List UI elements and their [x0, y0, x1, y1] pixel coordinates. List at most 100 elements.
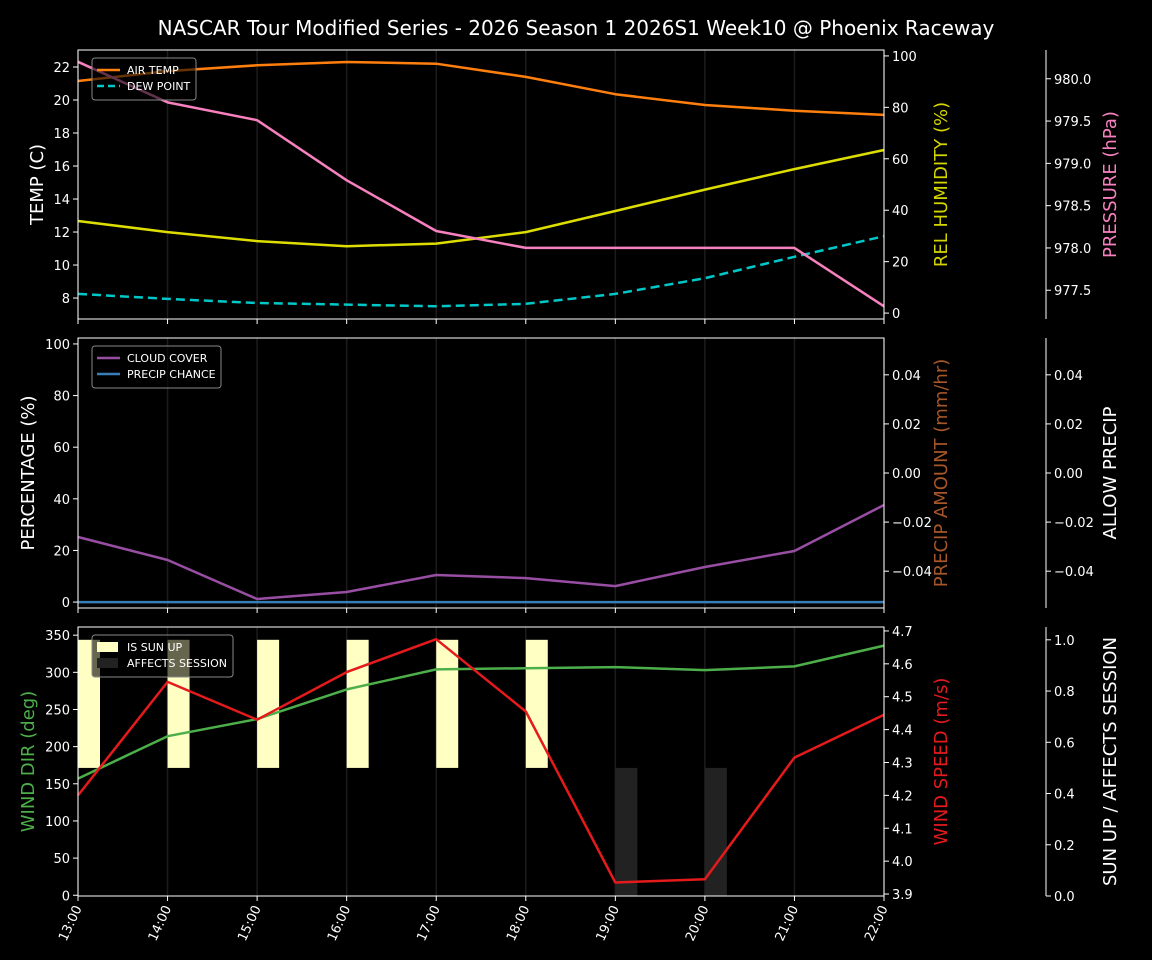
right-tick-label: 4.1 — [892, 822, 913, 837]
right2-tick-label: −0.04 — [1054, 565, 1094, 580]
right-tick-label: 4.6 — [892, 658, 913, 673]
bar-is-sun-up — [257, 639, 280, 768]
legend-label: AFFECTS SESSION — [127, 657, 227, 670]
x-tick-label: 19:00 — [594, 903, 623, 943]
left-axis-label: WIND DIR (deg) — [18, 691, 39, 833]
right2-tick-label: 0.6 — [1054, 736, 1075, 751]
right-tick-label: 20 — [892, 256, 909, 271]
right-tick-label: −0.02 — [892, 516, 932, 531]
left-tick-label: 18 — [53, 127, 70, 142]
bar-affects-session — [704, 767, 727, 896]
legend-label: CLOUD COVER — [127, 352, 208, 365]
plot-frame — [77, 626, 885, 897]
right2-tick-label: 0.04 — [1054, 369, 1083, 384]
left-tick-label: 50 — [53, 852, 70, 867]
right-axis-label: WIND SPEED (m/s) — [931, 678, 952, 846]
right-tick-label: 3.9 — [892, 888, 913, 903]
right2-tick-label: 977.5 — [1054, 284, 1091, 299]
x-tick-label: 18:00 — [504, 903, 533, 943]
right-tick-label: 4.3 — [892, 756, 913, 771]
series-line-right — [77, 148, 885, 248]
bar-is-sun-up — [525, 639, 548, 768]
right-tick-label: 0.00 — [892, 467, 921, 482]
series-line-left — [77, 644, 885, 780]
right-axis-label: PRECIP AMOUNT (mm/hr) — [931, 359, 952, 588]
legend: CLOUD COVER PRECIP CHANCE — [91, 345, 222, 389]
left-tick-label: 14 — [53, 193, 70, 208]
series-line-right — [77, 637, 885, 884]
bar-affects-session — [615, 767, 638, 896]
right-tick-label: 40 — [892, 204, 909, 219]
left-tick-label: 100 — [45, 338, 70, 353]
right-tick-label: −0.04 — [892, 565, 932, 580]
x-tick-label: 16:00 — [325, 903, 354, 943]
left-axis-label: PERCENTAGE (%) — [18, 395, 39, 550]
x-tick-label: 17:00 — [414, 903, 443, 943]
left-tick-label: 20 — [53, 544, 70, 559]
left-tick-label: 16 — [53, 160, 70, 175]
right-tick-label: 4.5 — [892, 691, 913, 706]
legend-box — [91, 345, 222, 389]
left-tick-label: 12 — [53, 226, 70, 241]
legend-box — [91, 634, 234, 678]
x-tick-label: 20:00 — [683, 903, 712, 943]
right2-tick-label: 0.0 — [1054, 890, 1075, 905]
left-axis-label: TEMP (C) — [27, 144, 48, 226]
right2-tick-label: 978.0 — [1054, 242, 1091, 257]
left-tick-label: 0 — [62, 596, 70, 611]
left-tick-label: 250 — [45, 703, 70, 718]
legend: AIR TEMP DEW POINT — [91, 57, 197, 101]
right2-tick-label: 978.5 — [1054, 200, 1091, 215]
left-tick-label: 200 — [45, 741, 70, 756]
right-tick-label: 4.2 — [892, 789, 913, 804]
right-tick-label: 60 — [892, 153, 909, 168]
left-tick-label: 300 — [45, 666, 70, 681]
right-tick-label: 80 — [892, 101, 909, 116]
right-tick-label: 4.0 — [892, 855, 913, 870]
left-tick-label: 80 — [53, 390, 70, 405]
plot-frame — [77, 49, 885, 320]
right2-tick-label: 0.8 — [1054, 685, 1075, 700]
x-tick-label: 14:00 — [146, 903, 175, 943]
legend-box — [91, 57, 197, 101]
right2-tick-label: 0.00 — [1054, 467, 1083, 482]
x-tick-label: 21:00 — [773, 903, 802, 943]
left-tick-label: 350 — [45, 629, 70, 644]
left-tick-label: 0 — [62, 889, 70, 904]
panel-2: 0 20 40 60 80 100 PERCENTAGE (%) −0.04 −0.02 0.00… — [18, 337, 1121, 613]
legend-label: PRECIP CHANCE — [127, 368, 216, 381]
left-tick-label: 8 — [62, 292, 70, 307]
right2-tick-label: 0.4 — [1054, 788, 1075, 803]
bar-is-sun-up — [436, 639, 459, 768]
chart-title: NASCAR Tour Modified Series - 2026 Seaso… — [158, 16, 995, 40]
right-tick-label: 4.7 — [892, 625, 913, 640]
right2-tick-label: 980.0 — [1054, 73, 1091, 88]
left-tick-label: 20 — [53, 94, 70, 109]
series-line-cloud-cover — [77, 503, 885, 601]
right2-tick-label: −0.02 — [1054, 516, 1094, 531]
left-tick-label: 22 — [53, 61, 70, 76]
right2-tick-label: 0.02 — [1054, 418, 1083, 433]
right-axis-label: REL HUMIDITY (%) — [931, 102, 952, 267]
legend-swatch — [97, 658, 118, 668]
legend-label: IS SUN UP — [127, 641, 183, 654]
left-tick-label: 60 — [53, 441, 70, 456]
left-tick-label: 40 — [53, 493, 70, 508]
right-tick-label: 0 — [892, 307, 900, 322]
right2-tick-label: 979.5 — [1054, 115, 1091, 130]
right2-tick-label: 0.2 — [1054, 839, 1075, 854]
bar-is-sun-up — [346, 639, 369, 768]
series-line-air-temp — [77, 60, 885, 117]
left-tick-label: 150 — [45, 778, 70, 793]
right2-axis-label: SUN UP / AFFECTS SESSION — [1100, 637, 1121, 886]
right-tick-label: 0.02 — [892, 418, 921, 433]
x-tick-label: 15:00 — [235, 903, 264, 943]
left-tick-label: 10 — [53, 259, 70, 274]
series-line-right2 — [77, 60, 885, 308]
x-tick-label: 13:00 — [56, 903, 85, 943]
legend-swatch — [97, 642, 118, 652]
panel-3: 0 50 100 150 200 250 300 350 WIND DIR (deg) 3.9 4.… — [18, 625, 1121, 944]
right2-axis-label: PRESSURE (hPa) — [1100, 111, 1121, 258]
right-tick-label: 4.4 — [892, 724, 913, 739]
